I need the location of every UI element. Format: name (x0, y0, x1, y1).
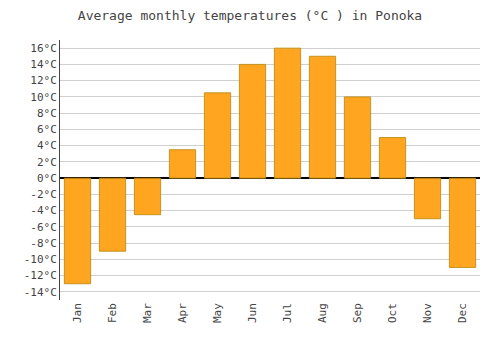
svg-text:-8°C: -8°C (30, 237, 57, 250)
svg-text:14°C: 14°C (30, 58, 57, 71)
svg-text:Mar: Mar (141, 303, 154, 323)
svg-text:Nov: Nov (421, 303, 434, 323)
svg-text:Jul: Jul (281, 303, 294, 323)
svg-text:-6°C: -6°C (30, 221, 57, 234)
svg-text:4°C: 4°C (37, 139, 57, 152)
svg-text:8°C: 8°C (37, 107, 57, 120)
svg-text:16°C: 16°C (30, 42, 57, 55)
svg-text:10°C: 10°C (30, 91, 57, 104)
svg-text:Apr: Apr (176, 303, 189, 323)
svg-text:2°C: 2°C (37, 156, 57, 169)
svg-text:-2°C: -2°C (30, 188, 57, 201)
svg-text:Average monthly temperatures (: Average monthly temperatures (°C ) in Po… (78, 8, 422, 23)
svg-text:6°C: 6°C (37, 123, 57, 136)
svg-text:Sep: Sep (351, 303, 364, 323)
svg-text:Oct: Oct (386, 303, 399, 323)
svg-text:-14°C: -14°C (24, 286, 57, 299)
svg-text:May: May (211, 303, 224, 323)
svg-text:-12°C: -12°C (24, 269, 57, 282)
svg-text:Jan: Jan (71, 303, 84, 323)
svg-text:12°C: 12°C (30, 74, 57, 87)
svg-text:Jun: Jun (246, 303, 259, 323)
svg-text:Dec: Dec (456, 303, 469, 323)
svg-text:-10°C: -10°C (24, 253, 57, 266)
svg-text:Aug: Aug (316, 303, 329, 323)
svg-text:-4°C: -4°C (30, 204, 57, 217)
svg-text:0°C: 0°C (37, 172, 57, 185)
svg-text:Feb: Feb (106, 303, 119, 323)
